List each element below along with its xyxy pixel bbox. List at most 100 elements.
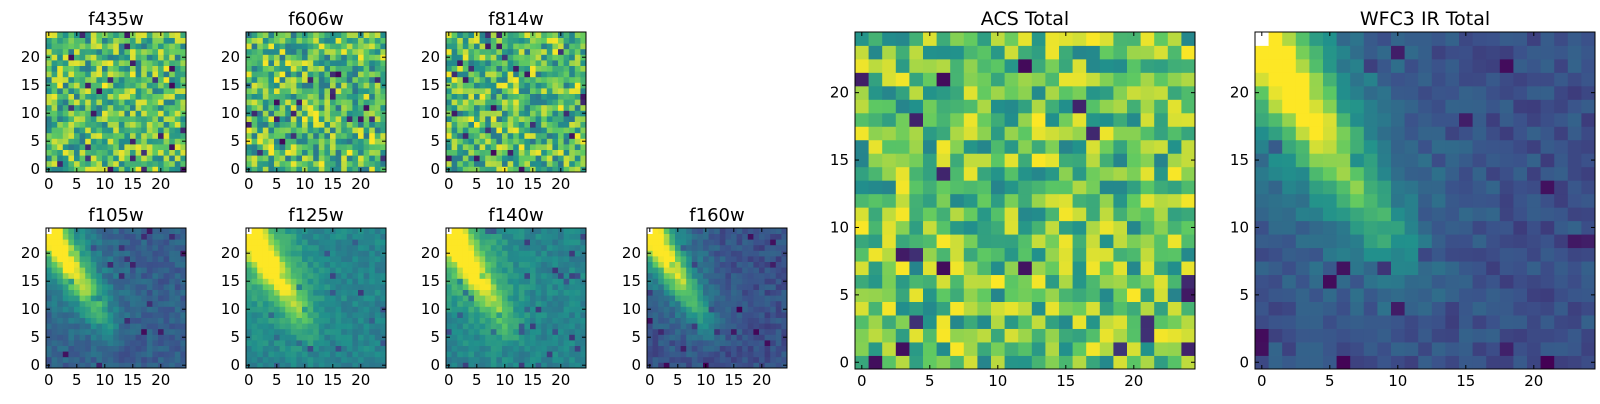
heatmap-cell (770, 351, 776, 357)
heatmap-cell (57, 122, 63, 128)
heatmap-cell (268, 284, 274, 290)
heatmap-cell (508, 278, 514, 284)
heatmap-cell (491, 306, 497, 312)
heatmap-cell (653, 234, 659, 240)
heatmap-cell (552, 250, 558, 256)
heatmap-cell (686, 301, 692, 307)
heatmap-cell (669, 357, 675, 363)
heatmap-cell (274, 267, 280, 273)
heatmap-cell (257, 77, 263, 83)
panel-title: f140w (488, 205, 543, 226)
heatmap-cell (485, 82, 491, 88)
heatmap-cell (274, 323, 280, 329)
heatmap-cell (558, 105, 564, 111)
heatmap-cell (85, 306, 91, 312)
heatmap-cell (341, 312, 347, 318)
heatmap-cell (375, 32, 381, 38)
heatmap-cell (324, 306, 330, 312)
heatmap-cell (569, 250, 575, 256)
heatmap-cell (536, 346, 542, 352)
heatmap-cell (164, 329, 170, 335)
heatmap-cell (720, 357, 726, 363)
heatmap-cell (558, 312, 564, 318)
heatmap-cell (85, 43, 91, 49)
heatmap-cell (1032, 248, 1046, 262)
heatmap-cell (291, 71, 297, 77)
heatmap-cell (1100, 207, 1114, 221)
heatmap-cell (274, 82, 280, 88)
heatmap-cell (80, 155, 86, 161)
heatmap-cell (119, 88, 125, 94)
heatmap-cell (369, 32, 375, 38)
heatmap-cell (519, 133, 525, 139)
heatmap-cell (485, 318, 491, 324)
heatmap-cell (96, 150, 102, 156)
heatmap-cell (463, 284, 469, 290)
heatmap-cell (731, 284, 737, 290)
heatmap-cell (468, 133, 474, 139)
heatmap-cell (68, 94, 74, 100)
heatmap-cell (725, 245, 731, 251)
heatmap-cell (502, 340, 508, 346)
heatmap-cell (324, 329, 330, 335)
heatmap-cell (158, 323, 164, 329)
heatmap-cell (46, 312, 52, 318)
heatmap-cell (85, 127, 91, 133)
heatmap-cell (468, 99, 474, 105)
heatmap-cell (536, 334, 542, 340)
heatmap-cell (274, 250, 280, 256)
heatmap-cell (280, 262, 286, 268)
heatmap-cell (91, 82, 97, 88)
heatmap-cell (136, 155, 142, 161)
heatmap-cell (74, 262, 80, 268)
heatmap-cell (113, 161, 119, 167)
heatmap-cell (375, 323, 381, 329)
heatmap-cell (485, 334, 491, 340)
heatmap-cell (308, 256, 314, 262)
heatmap-cell (1168, 167, 1182, 181)
heatmap-cell (68, 122, 74, 128)
heatmap-cell (124, 144, 130, 150)
heatmap-cell (169, 318, 175, 324)
heatmap-cell (108, 66, 114, 72)
heatmap-cell (352, 290, 358, 296)
heatmap-cell (108, 155, 114, 161)
heatmap-cell (158, 94, 164, 100)
heatmap-cell (252, 290, 258, 296)
heatmap-cell (119, 71, 125, 77)
panel-title: f435w (88, 9, 143, 30)
heatmap-cell (513, 267, 519, 273)
heatmap-cell (776, 245, 782, 251)
heatmap-cell (296, 267, 302, 273)
heatmap-cell (141, 150, 147, 156)
heatmap-cell (175, 357, 181, 363)
heatmap-cell (653, 239, 659, 245)
heatmap-cell (102, 122, 108, 128)
heatmap-cell (302, 82, 308, 88)
heatmap-cell (102, 295, 108, 301)
heatmap-cell (1045, 194, 1059, 208)
heatmap-cell (725, 351, 731, 357)
heatmap-cell (491, 312, 497, 318)
heatmap-cell (658, 351, 664, 357)
heatmap-cell (765, 346, 771, 352)
heatmap-cell (468, 301, 474, 307)
heatmap-cell (1045, 261, 1059, 275)
heatmap-cell (541, 245, 547, 251)
heatmap-cell (742, 273, 748, 279)
heatmap-cell (80, 301, 86, 307)
heatmap-cell (664, 323, 670, 329)
heatmap-cell (268, 105, 274, 111)
heatmap-cell (280, 116, 286, 122)
heatmap-cell (108, 228, 114, 234)
heatmap-cell (285, 94, 291, 100)
heatmap-cell (950, 167, 964, 181)
heatmap-cell (152, 155, 158, 161)
heatmap-cell (692, 329, 698, 335)
heatmap-cell (319, 127, 325, 133)
heatmap-cell (347, 116, 353, 122)
heatmap-cell (130, 88, 136, 94)
heatmap-cell (268, 351, 274, 357)
heatmap-cell (164, 94, 170, 100)
heatmap-cell (263, 144, 269, 150)
